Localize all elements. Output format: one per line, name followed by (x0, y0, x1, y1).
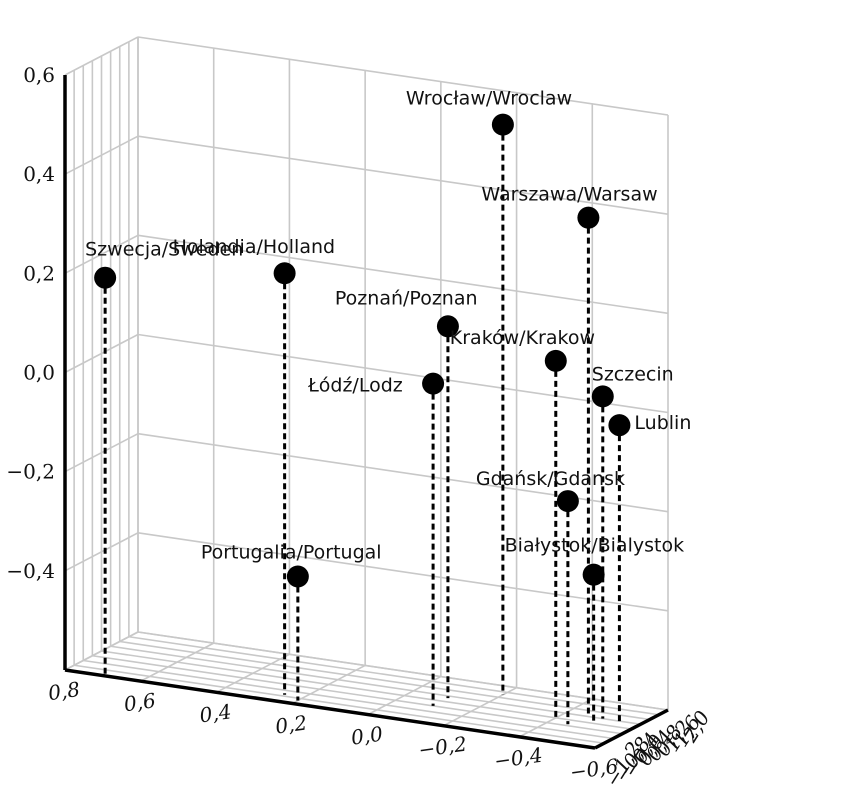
data-point (544, 349, 567, 372)
grid-line (137, 234, 669, 315)
data-point (422, 372, 445, 395)
x-tick-label: 0,8 (47, 677, 82, 705)
point-label: Portugalia/Portugal (201, 542, 382, 564)
data-point (286, 565, 309, 588)
data-point (94, 266, 117, 289)
grid-line (137, 135, 669, 215)
point-label: Poznań/Poznan (335, 287, 478, 309)
z-tick-label: 0,0 (23, 361, 55, 385)
grid-line (137, 532, 669, 612)
grid-line (137, 333, 669, 414)
grid-line (83, 659, 614, 740)
grid-line (92, 654, 623, 735)
data-point (577, 206, 600, 229)
data-point (436, 315, 459, 338)
grid-line (137, 36, 669, 116)
x-tick-label: −0,4 (493, 743, 544, 774)
x-tick-label: −0,2 (417, 732, 468, 763)
drop-lines (103, 124, 621, 725)
grid-line (64, 432, 139, 473)
x-tick-label: 0,6 (122, 688, 157, 716)
y-axis-line (594, 708, 669, 750)
point-label: Gdańsk/Gdansk (476, 468, 625, 490)
grid-line (119, 640, 650, 721)
z-tick-label: −0,4 (6, 559, 55, 583)
data-point (582, 563, 605, 586)
left-wall-grid (64, 36, 139, 671)
point-label: Lublin (634, 412, 691, 434)
grid-line (74, 664, 605, 745)
point-label: Białystok/Bialystok (505, 535, 684, 557)
x-tick-label: 0,2 (274, 710, 309, 738)
grid-line (64, 234, 139, 275)
z-tick-label: 0,6 (23, 63, 55, 87)
z-tick-label: −0,2 (6, 460, 55, 484)
grid-line (101, 650, 632, 730)
data-point (556, 490, 579, 513)
data-point (273, 262, 296, 285)
point-label: Wrocław/Wroclaw (406, 88, 572, 110)
axes (63, 75, 669, 750)
z-tick-label: 0,2 (23, 261, 55, 285)
data-points (94, 113, 631, 588)
grid-line (137, 432, 669, 513)
data-point (608, 414, 631, 437)
point-label: Szwecja/Sweden (85, 239, 243, 261)
data-point (491, 113, 514, 136)
grid-line (64, 532, 139, 572)
grid-line (64, 135, 139, 175)
point-label: Kraków/Krakow (450, 327, 595, 349)
grid-line (137, 631, 669, 711)
point-label: Warszawa/Warsaw (481, 184, 657, 206)
z-tick-label: 0,4 (23, 162, 55, 186)
x-tick-label: 0,4 (198, 699, 233, 727)
point-label: Holandia/Holland (173, 236, 335, 258)
x-tick-label: 0,0 (349, 722, 384, 750)
x-axis-line (64, 668, 596, 750)
grid-line (64, 36, 139, 76)
point-label: Łódź/Lodz (307, 375, 403, 397)
point-label: Szczecin (592, 363, 674, 385)
grid-line (64, 333, 139, 374)
grid-line (110, 645, 641, 726)
grid-line (128, 635, 659, 716)
data-point (591, 385, 614, 408)
